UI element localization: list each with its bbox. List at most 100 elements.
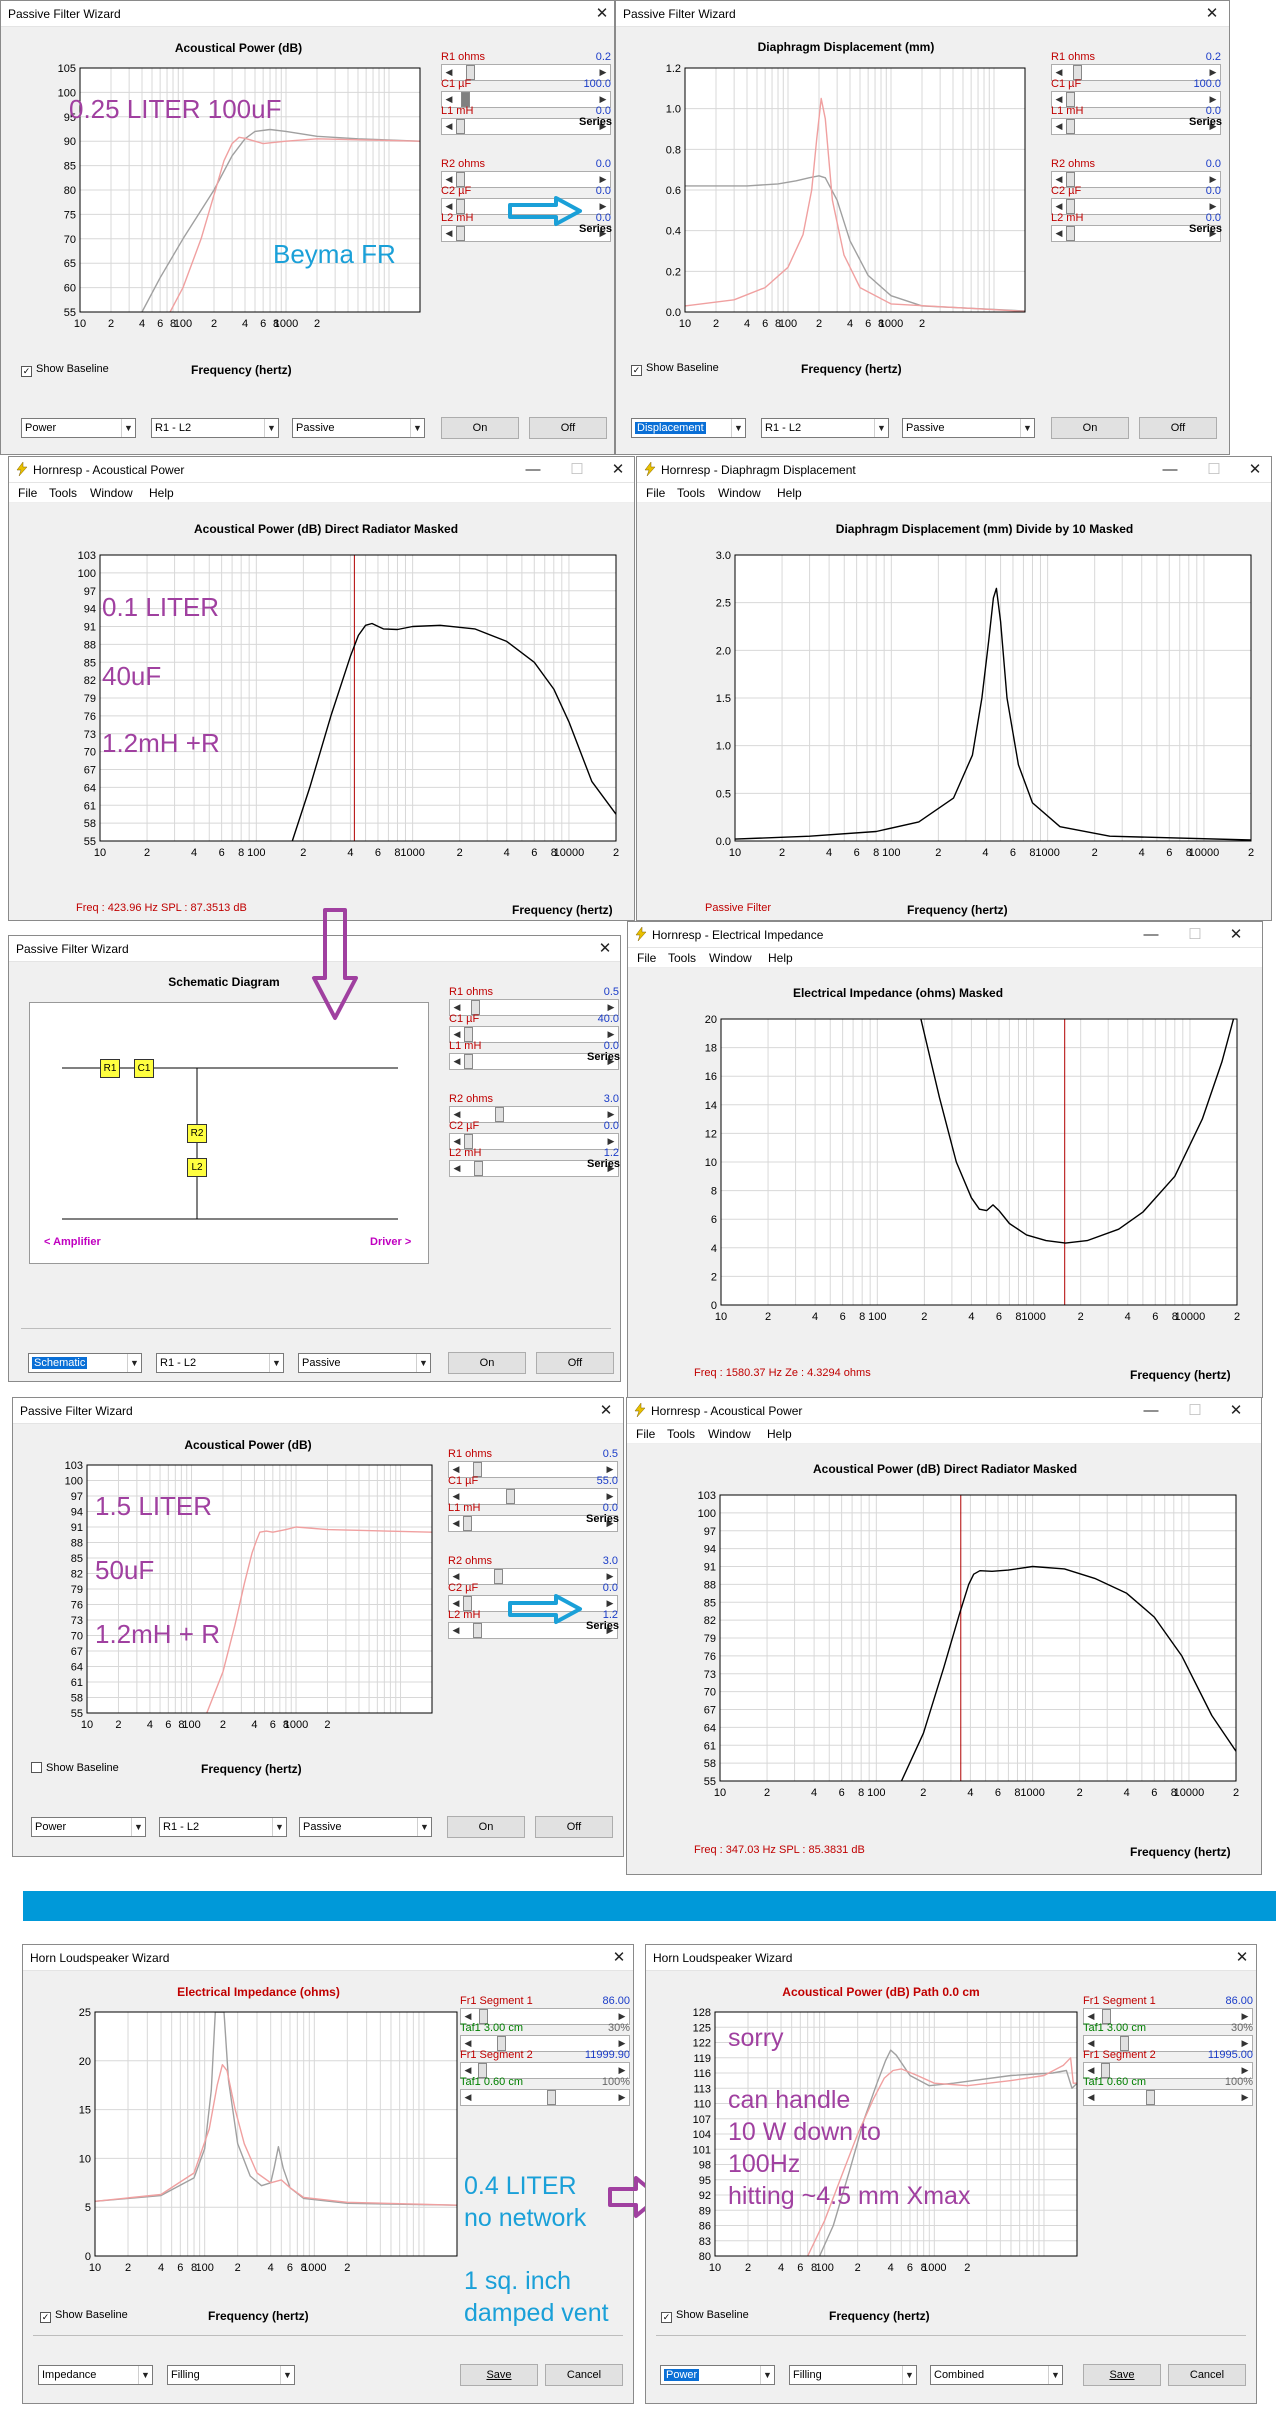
show-baseline-checkbox[interactable]: Show Baseline xyxy=(31,1762,119,1774)
slider-3[interactable]: R2 ohms 0.0 ◀ ▶ xyxy=(441,158,611,196)
slider-thumb[interactable] xyxy=(473,1623,483,1638)
left-arrow-icon[interactable]: ◀ xyxy=(453,1056,461,1066)
show-baseline-checkbox[interactable]: ✓ Show Baseline xyxy=(661,2309,749,2323)
slider-thumb[interactable] xyxy=(547,2090,557,2105)
maximize-icon[interactable]: ☐ xyxy=(1188,926,1202,943)
slider-5[interactable]: L2 mH 1.2 ◀ ▶ xyxy=(449,1147,619,1185)
slider-thumb[interactable] xyxy=(464,1134,473,1149)
right-arrow-icon[interactable]: ▶ xyxy=(607,1163,615,1173)
combined-select[interactable]: Combined ▼ xyxy=(930,2365,1063,2385)
slider-track[interactable]: ◀ ▶ xyxy=(441,64,611,81)
slider-track[interactable]: ◀ ▶ xyxy=(1083,2035,1253,2052)
right-arrow-icon[interactable]: ▶ xyxy=(599,228,607,238)
range-select[interactable]: R1 - L2 ▼ xyxy=(761,418,889,438)
range-select[interactable]: R1 - L2 ▼ xyxy=(159,1817,287,1837)
slider-track[interactable]: ◀ ▶ xyxy=(449,1133,619,1150)
right-arrow-icon[interactable]: ▶ xyxy=(618,2038,626,2048)
right-arrow-icon[interactable]: ▶ xyxy=(607,1056,615,1066)
slider-thumb[interactable] xyxy=(473,1462,483,1477)
range-select[interactable]: R1 - L2 ▼ xyxy=(156,1353,284,1373)
save-button[interactable]: Save xyxy=(460,2364,538,2386)
menu-tools[interactable]: Tools xyxy=(677,486,706,500)
mode-select[interactable]: Displacement ▼ xyxy=(631,418,746,438)
filter-type-select[interactable]: Passive ▼ xyxy=(292,418,425,438)
left-arrow-icon[interactable]: ◀ xyxy=(453,1002,461,1012)
range-select[interactable]: R1 - L2 ▼ xyxy=(151,418,279,438)
right-arrow-icon[interactable]: ▶ xyxy=(599,174,607,184)
maximize-icon[interactable]: ☐ xyxy=(570,461,584,478)
slider-thumb[interactable] xyxy=(464,1027,473,1042)
left-arrow-icon[interactable]: ◀ xyxy=(464,2038,472,2048)
left-arrow-icon[interactable]: ◀ xyxy=(452,1571,460,1581)
slider-thumb[interactable] xyxy=(463,1596,472,1611)
left-arrow-icon[interactable]: ◀ xyxy=(1055,174,1063,184)
slider-thumb[interactable] xyxy=(1101,2009,1111,2024)
right-arrow-icon[interactable]: ▶ xyxy=(606,1491,614,1501)
minimize-icon[interactable]: — xyxy=(1143,926,1159,943)
close-icon[interactable]: ✕ xyxy=(1205,5,1219,22)
slider-2[interactable]: L1 mH 0.0 ◀ ▶ xyxy=(441,105,611,143)
left-arrow-icon[interactable]: ◀ xyxy=(453,1109,461,1119)
slider-0[interactable]: R1 ohms 0.2 ◀ ▶ xyxy=(441,51,611,89)
slider-track[interactable]: ◀ ▶ xyxy=(460,2089,630,2106)
slider-0[interactable]: R1 ohms 0.5 ◀ ▶ xyxy=(449,986,619,1024)
right-arrow-icon[interactable]: ▶ xyxy=(599,67,607,77)
left-arrow-icon[interactable]: ◀ xyxy=(464,2011,472,2021)
slider-1[interactable]: C1 µF 55.0 ◀ ▶ xyxy=(448,1475,618,1513)
show-baseline-checkbox[interactable]: ✓ Show Baseline xyxy=(40,2309,128,2323)
right-arrow-icon[interactable]: ▶ xyxy=(618,2011,626,2021)
close-icon[interactable]: ✕ xyxy=(1229,926,1243,943)
slider-1[interactable]: C1 µF 100.0 ◀ ▶ xyxy=(441,78,611,116)
left-arrow-icon[interactable]: ◀ xyxy=(1087,2065,1095,2075)
slider-track[interactable]: ◀ ▶ xyxy=(449,1160,619,1177)
slider-1[interactable]: C1 µF 40.0 ◀ ▶ xyxy=(449,1013,619,1051)
slider-thumb[interactable] xyxy=(1100,2063,1110,2078)
slider-track[interactable]: ◀ ▶ xyxy=(441,118,611,135)
right-arrow-icon[interactable]: ▶ xyxy=(606,1464,614,1474)
left-arrow-icon[interactable]: ◀ xyxy=(453,1136,461,1146)
slider-track[interactable]: ◀ ▶ xyxy=(1083,2062,1253,2079)
cancel-button[interactable]: Cancel xyxy=(545,2364,623,2386)
slider-thumb[interactable] xyxy=(1066,119,1075,134)
cancel-button[interactable]: Cancel xyxy=(1168,2364,1246,2386)
maximize-icon[interactable]: ☐ xyxy=(1188,1402,1202,1419)
slider-track[interactable]: ◀ ▶ xyxy=(1051,198,1221,215)
slider-track[interactable]: ◀ ▶ xyxy=(1083,2089,1253,2106)
slider-thumb[interactable] xyxy=(1066,92,1075,107)
right-arrow-icon[interactable]: ▶ xyxy=(1241,2038,1249,2048)
right-arrow-icon[interactable]: ▶ xyxy=(1209,201,1217,211)
slider-track[interactable]: ◀ ▶ xyxy=(1051,225,1221,242)
filling-select[interactable]: Filling ▼ xyxy=(167,2365,295,2385)
slider-thumb[interactable] xyxy=(1066,199,1075,214)
left-arrow-icon[interactable]: ◀ xyxy=(464,2092,472,2102)
left-arrow-icon[interactable]: ◀ xyxy=(453,1029,461,1039)
slider-4[interactable]: C2 µF 0.0 ◀ ▶ xyxy=(1051,185,1221,223)
slider-3[interactable]: R2 ohms 3.0 ◀ ▶ xyxy=(448,1555,618,1593)
slider-track[interactable]: ◀ ▶ xyxy=(1051,64,1221,81)
close-icon[interactable]: ✕ xyxy=(598,940,612,957)
left-arrow-icon[interactable]: ◀ xyxy=(452,1491,460,1501)
right-arrow-icon[interactable]: ▶ xyxy=(1241,2065,1249,2075)
close-icon[interactable]: ✕ xyxy=(612,1949,626,1966)
slider-5[interactable]: L2 mH 0.0 ◀ ▶ xyxy=(1051,212,1221,250)
off-button[interactable]: Off xyxy=(535,1816,613,1838)
slider-track[interactable]: ◀ ▶ xyxy=(448,1461,618,1478)
left-arrow-icon[interactable]: ◀ xyxy=(1087,2011,1095,2021)
slider-track[interactable]: ◀ ▶ xyxy=(460,2008,630,2025)
slider-thumb[interactable] xyxy=(456,119,465,134)
left-arrow-icon[interactable]: ◀ xyxy=(452,1464,460,1474)
right-arrow-icon[interactable]: ▶ xyxy=(1209,94,1217,104)
slider-3[interactable]: R2 ohms 3.0 ◀ ▶ xyxy=(449,1093,619,1131)
slider-thumb[interactable] xyxy=(1146,2090,1156,2105)
close-icon[interactable]: ✕ xyxy=(1248,461,1262,478)
right-arrow-icon[interactable]: ▶ xyxy=(607,1136,615,1146)
maximize-icon[interactable]: ☐ xyxy=(1207,461,1221,478)
on-button[interactable]: On xyxy=(447,1816,525,1838)
slider-track[interactable]: ◀ ▶ xyxy=(441,225,611,242)
left-arrow-icon[interactable]: ◀ xyxy=(452,1625,460,1635)
menu-tools[interactable]: Tools xyxy=(668,951,697,965)
on-button[interactable]: On xyxy=(448,1352,526,1374)
menu-file[interactable]: File xyxy=(637,951,657,965)
left-arrow-icon[interactable]: ◀ xyxy=(452,1598,460,1608)
off-button[interactable]: Off xyxy=(1139,417,1217,439)
